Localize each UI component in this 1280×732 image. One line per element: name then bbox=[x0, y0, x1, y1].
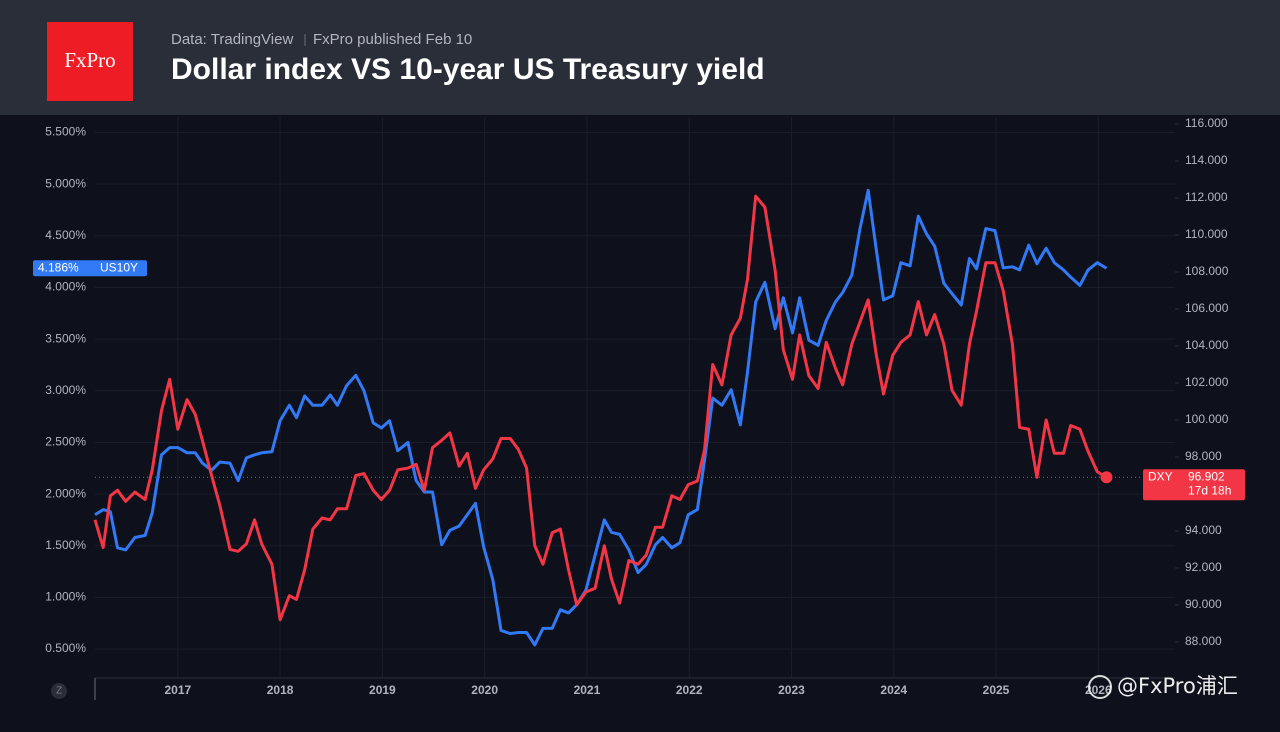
y-tick-label: 3.000% bbox=[45, 383, 86, 397]
logo-box bbox=[47, 22, 133, 101]
header-band bbox=[0, 0, 1280, 115]
y2-tick-label: 110.000 bbox=[1185, 227, 1228, 241]
x-tick-label: 2020 bbox=[471, 683, 498, 697]
y2-tick-label: 94.000 bbox=[1185, 523, 1222, 537]
y2-tick-label: 112.000 bbox=[1185, 190, 1228, 204]
y-tick-label: 1.000% bbox=[45, 590, 86, 604]
y-tick-label: 4.500% bbox=[45, 228, 86, 242]
y2-tick-label: 114.000 bbox=[1185, 153, 1228, 167]
watermark-icon bbox=[1088, 675, 1112, 699]
y-tick-label: 5.000% bbox=[45, 176, 86, 190]
y-tick-label: 2.000% bbox=[45, 486, 86, 500]
x-tick-label: 2023 bbox=[778, 683, 805, 697]
badge-value: 4.186% bbox=[38, 260, 79, 274]
y2-tick-label: 100.000 bbox=[1185, 412, 1229, 426]
y-tick-label: 3.500% bbox=[45, 331, 86, 345]
price-badge bbox=[33, 260, 147, 277]
y2-tick-label: 88.000 bbox=[1185, 634, 1222, 648]
x-tick-label: 2025 bbox=[983, 683, 1010, 697]
y2-tick-label: 104.000 bbox=[1185, 338, 1229, 352]
y-tick-label: 0.500% bbox=[45, 641, 86, 655]
y-tick-label: 5.500% bbox=[45, 125, 86, 139]
y-tick-label: 2.500% bbox=[45, 435, 86, 449]
x-tick-label: 2022 bbox=[676, 683, 703, 697]
badge-name: DXY bbox=[1148, 469, 1173, 483]
y2-tick-label: 92.000 bbox=[1185, 560, 1222, 574]
published: FxPro published Feb 10 bbox=[313, 31, 472, 48]
source: Data: TradingView bbox=[171, 31, 293, 48]
x-tick-label: 2021 bbox=[574, 683, 601, 697]
series-line bbox=[94, 188, 1108, 647]
badge-value: 96.902 bbox=[1188, 469, 1225, 483]
logo-text: FxPro bbox=[64, 48, 115, 72]
y2-tick-label: 98.000 bbox=[1185, 449, 1222, 463]
watermark: @FxPro浦汇 bbox=[1117, 674, 1238, 698]
x-tick-label: 2017 bbox=[164, 683, 191, 697]
series-line bbox=[93, 194, 1108, 622]
badge-countdown: 17d 18h bbox=[1188, 483, 1231, 497]
y2-tick-label: 116.000 bbox=[1185, 116, 1228, 130]
y2-tick-label: 102.000 bbox=[1185, 375, 1229, 389]
x-tick-label: 2024 bbox=[880, 683, 907, 697]
scale-button[interactable]: Z bbox=[56, 686, 62, 697]
x-tick-label: 2018 bbox=[267, 683, 294, 697]
y-tick-label: 4.000% bbox=[45, 280, 86, 294]
chart-title: Dollar index VS 10-year US Treasury yiel… bbox=[171, 53, 765, 86]
price-badge bbox=[1143, 469, 1245, 501]
scale-button-bg[interactable] bbox=[51, 683, 67, 699]
y2-tick-label: 90.000 bbox=[1185, 597, 1222, 611]
y-tick-label: 1.500% bbox=[45, 538, 86, 552]
x-tick-label: 2019 bbox=[369, 683, 396, 697]
last-point bbox=[1100, 471, 1113, 484]
y2-tick-label: 108.000 bbox=[1185, 264, 1229, 278]
y2-tick-label: 106.000 bbox=[1185, 301, 1229, 315]
badge-name: US10Y bbox=[100, 260, 138, 274]
